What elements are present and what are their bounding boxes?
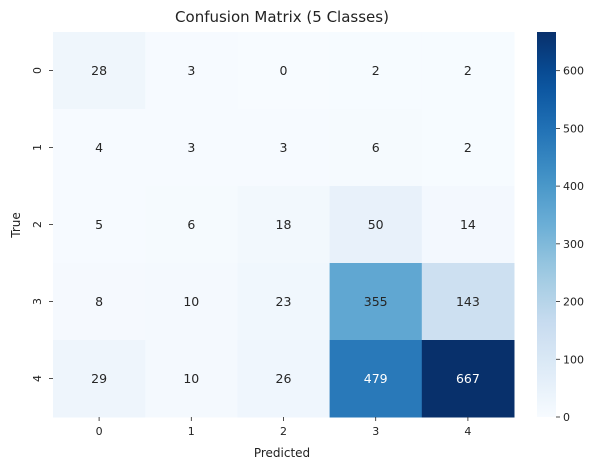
cell-value-label: 28 <box>91 63 107 78</box>
heatmap-cell <box>237 32 331 110</box>
heatmap-cell <box>237 109 331 187</box>
colorbar: 0 100 200 300 400 500 600 <box>537 32 584 424</box>
heatmap-cell <box>237 340 331 418</box>
heatmap-cell <box>421 186 515 264</box>
cell-value-label: 5 <box>95 217 103 232</box>
x-axis-ticks: 0 1 2 3 4 <box>96 417 471 438</box>
heatmap-cell <box>145 340 238 418</box>
heatmap-cell <box>421 109 515 187</box>
heatmap-cell <box>53 109 146 187</box>
heatmap-cell <box>53 340 146 418</box>
cell-value-label: 355 <box>364 294 388 309</box>
cell-value-label: 14 <box>460 217 476 232</box>
heatmap-cell <box>145 263 238 341</box>
cell-value-label: 10 <box>183 371 199 386</box>
x-tick-label: 2 <box>280 425 287 438</box>
heatmap-cell <box>329 340 423 418</box>
heatmap-cell <box>145 32 238 110</box>
heatmap-cell <box>237 263 331 341</box>
heatmap-cell <box>329 263 423 341</box>
cell-value-label: 4 <box>95 140 103 155</box>
heatmap-cell <box>329 109 423 187</box>
cell-value-label: 3 <box>280 140 288 155</box>
heatmap-cell <box>329 32 423 110</box>
colorbar-gradient <box>537 32 556 417</box>
cell-value-label: 0 <box>280 63 288 78</box>
x-tick-label: 1 <box>188 425 195 438</box>
y-tick-label: 0 <box>31 67 44 74</box>
heatmap-cell <box>145 109 238 187</box>
colorbar-tick-label: 0 <box>563 411 570 424</box>
colorbar-tick-label: 400 <box>563 180 584 193</box>
colorbar-tick-label: 100 <box>563 353 584 366</box>
cell-value-label: 2 <box>464 140 472 155</box>
cell-value-label: 3 <box>187 63 195 78</box>
y-tick-label: 3 <box>31 298 44 305</box>
cell-value-label: 18 <box>276 217 292 232</box>
heatmap-cell <box>329 186 423 264</box>
colorbar-tick-label: 600 <box>563 65 584 78</box>
y-tick-label: 2 <box>31 221 44 228</box>
y-axis-label: True <box>9 212 23 239</box>
cell-value-label: 143 <box>456 294 480 309</box>
x-tick-label: 3 <box>372 425 379 438</box>
cell-value-label: 2 <box>464 63 472 78</box>
x-tick-label: 0 <box>96 425 103 438</box>
cell-value-label: 26 <box>276 371 292 386</box>
cell-value-label: 6 <box>187 217 195 232</box>
heatmap-cell <box>53 186 146 264</box>
heatmap-cell <box>421 263 515 341</box>
y-tick-label: 4 <box>31 375 44 382</box>
heatmap-cell <box>421 340 515 418</box>
x-axis-label: Predicted <box>254 446 310 460</box>
y-axis-ticks: 0 1 2 3 4 <box>31 67 53 382</box>
heatmap-cell <box>421 32 515 110</box>
heatmap-cell <box>53 32 146 110</box>
cell-value-label: 479 <box>364 371 388 386</box>
heatmap-cell <box>53 263 146 341</box>
cell-value-label: 2 <box>372 63 380 78</box>
colorbar-tick-label: 300 <box>563 238 584 251</box>
cell-value-label: 3 <box>187 140 195 155</box>
cell-value-label: 23 <box>276 294 292 309</box>
heatmap-cell <box>145 186 238 264</box>
heatmap-cells: 28 3 0 2 2 4 3 3 6 2 5 6 18 50 14 8 10 23 355 143 29 10 26 479 6… <box>53 32 515 418</box>
cell-value-label: 50 <box>368 217 384 232</box>
x-tick-label: 4 <box>464 425 471 438</box>
cell-value-label: 8 <box>95 294 103 309</box>
cell-value-label: 6 <box>372 140 380 155</box>
colorbar-tick-label: 500 <box>563 122 584 135</box>
cell-value-label: 667 <box>456 371 480 386</box>
cell-value-label: 10 <box>183 294 199 309</box>
heatmap-cell <box>237 186 331 264</box>
colorbar-tick-label: 200 <box>563 296 584 309</box>
y-tick-label: 1 <box>31 144 44 151</box>
chart-title: Confusion Matrix (5 Classes) <box>175 8 389 26</box>
cell-value-label: 29 <box>91 371 107 386</box>
